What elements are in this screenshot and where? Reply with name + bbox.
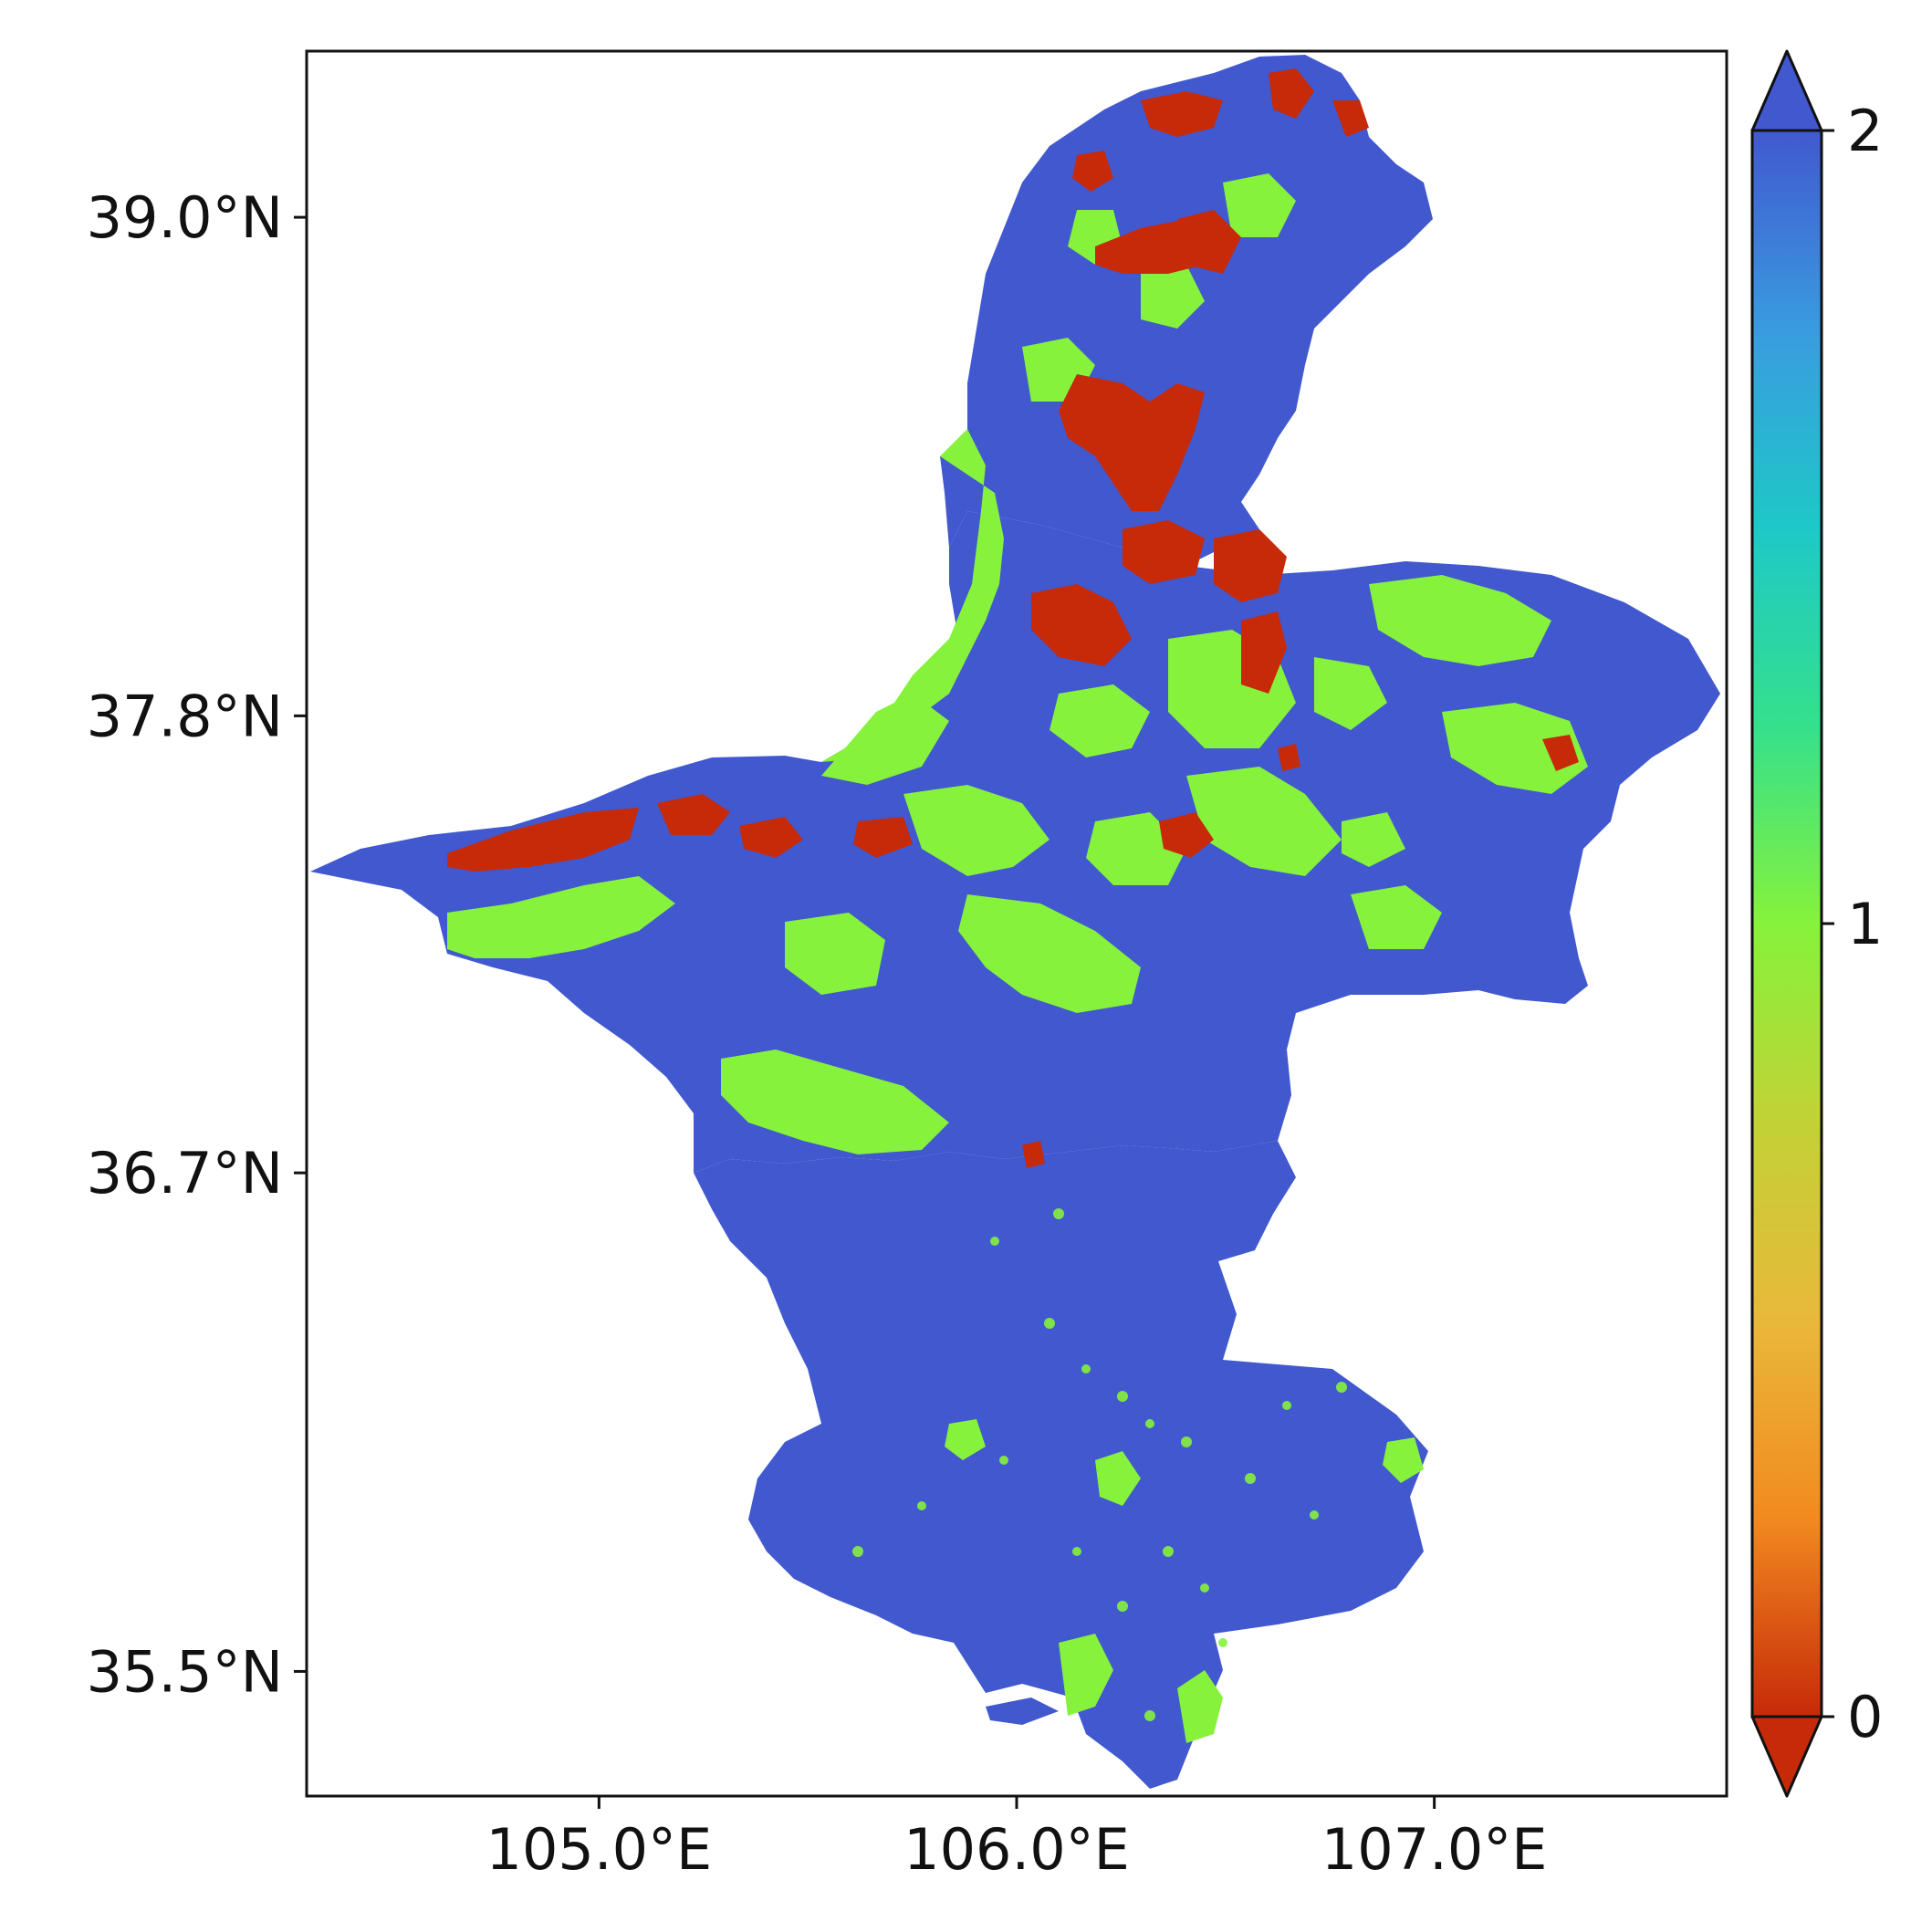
y-tick-label: 36.7°N: [87, 1140, 283, 1206]
y-tick-label: 39.0°N: [87, 184, 283, 251]
y-axis: 39.0°N 37.8°N 36.7°N 35.5°N: [87, 184, 307, 1705]
colorbar-tick-label: 0: [1847, 1684, 1883, 1750]
colorbar-ticks: 2 1 0: [1822, 98, 1883, 1750]
x-tick-label: 106.0°E: [903, 1816, 1130, 1883]
colorbar-extend-bottom: [1750, 1715, 1823, 1798]
x-tick-label: 105.0°E: [486, 1816, 713, 1883]
class-0-patches: [447, 68, 1579, 1168]
colorbar: 2 1 0: [1750, 49, 1883, 1798]
y-tick-label: 37.8°N: [87, 683, 283, 749]
map-raster: [310, 55, 1720, 1789]
y-tick-label: 35.5°N: [87, 1638, 283, 1705]
colorbar-body: [1752, 131, 1822, 1717]
region-south-tail: [986, 1697, 1059, 1725]
colorbar-tick-label: 1: [1847, 891, 1883, 957]
class-1-speckles: [852, 1208, 1347, 1721]
colorbar-extend-top: [1750, 49, 1823, 132]
colorbar-tick-label: 2: [1847, 98, 1883, 164]
x-axis: 105.0°E 106.0°E 107.0°E: [486, 1796, 1548, 1883]
x-tick-label: 107.0°E: [1321, 1816, 1548, 1883]
region-south: [694, 1141, 1428, 1789]
